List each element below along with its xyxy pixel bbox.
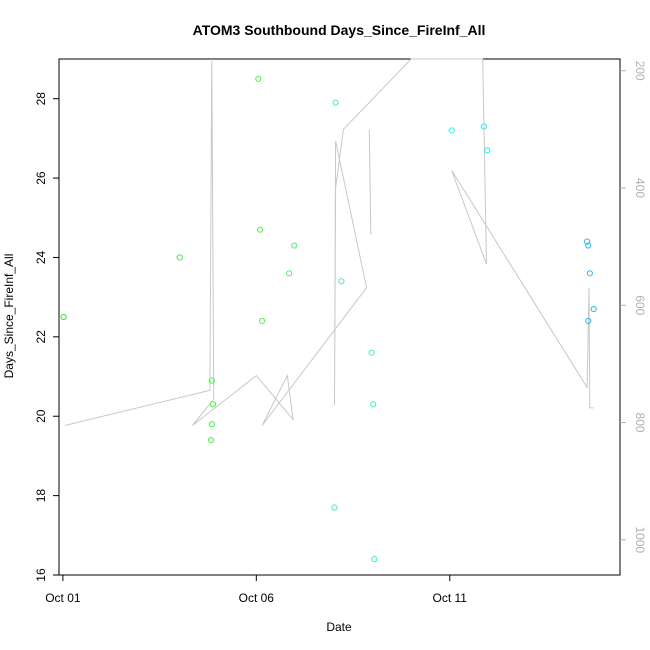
y-tick-label: 24 [34, 250, 48, 264]
data-point [331, 504, 338, 511]
series-line-segment [368, 129, 372, 235]
data-point [176, 254, 183, 261]
x-tick-label: Oct 01 [45, 591, 81, 605]
y2-tick-label: 200 [633, 61, 647, 81]
data-point [586, 270, 593, 277]
data-point [209, 401, 217, 408]
y-tick-label: 16 [34, 568, 48, 582]
y2-tick-label: 400 [633, 178, 647, 198]
data-point [208, 377, 215, 384]
data-point [332, 99, 339, 106]
y-tick-label: 20 [34, 409, 48, 423]
y-tick-label: 26 [34, 171, 48, 185]
data-point [448, 127, 455, 134]
data-point [286, 270, 293, 277]
y2-tick-label: 800 [633, 413, 647, 433]
data-point [484, 147, 491, 154]
y-axis: 16 18 20 22 24 26 28 [34, 92, 59, 582]
scatter-points [60, 75, 597, 563]
y-tick-label: 22 [34, 330, 48, 344]
data-point [259, 317, 266, 325]
y-tick-label: 28 [34, 92, 48, 106]
line-series [64, 58, 594, 426]
data-point [590, 305, 597, 313]
x-tick-label: Oct 11 [433, 591, 468, 605]
y-tick-label: 18 [34, 489, 48, 503]
data-point [207, 436, 215, 444]
data-point [60, 313, 67, 321]
data-point [480, 123, 487, 130]
data-point [585, 317, 592, 325]
plot-frame [58, 58, 621, 576]
data-point [208, 421, 215, 428]
data-point [585, 242, 592, 249]
chart-title: ATOM3 Southbound Days_Since_FireInf_All [193, 22, 486, 38]
data-point [255, 75, 262, 82]
data-point [338, 278, 345, 285]
x-tick-label: Oct 06 [239, 591, 275, 605]
data-point [291, 242, 298, 249]
y2-tick-label: 600 [633, 295, 647, 315]
data-point [371, 556, 378, 563]
y2-tick-label: 1000 [633, 526, 647, 553]
x-axis-label: Date [326, 620, 352, 634]
data-point [257, 226, 264, 233]
data-point [584, 238, 591, 245]
data-point [368, 349, 375, 356]
data-point [370, 401, 377, 408]
y-axis-label: Days_Since_FireInf_All [2, 254, 16, 379]
x-axis: Oct 01 Oct 06 Oct 11 [45, 574, 468, 605]
secondary-y-axis: 200 400 600 800 1000 [620, 61, 647, 553]
series-line [64, 58, 594, 426]
